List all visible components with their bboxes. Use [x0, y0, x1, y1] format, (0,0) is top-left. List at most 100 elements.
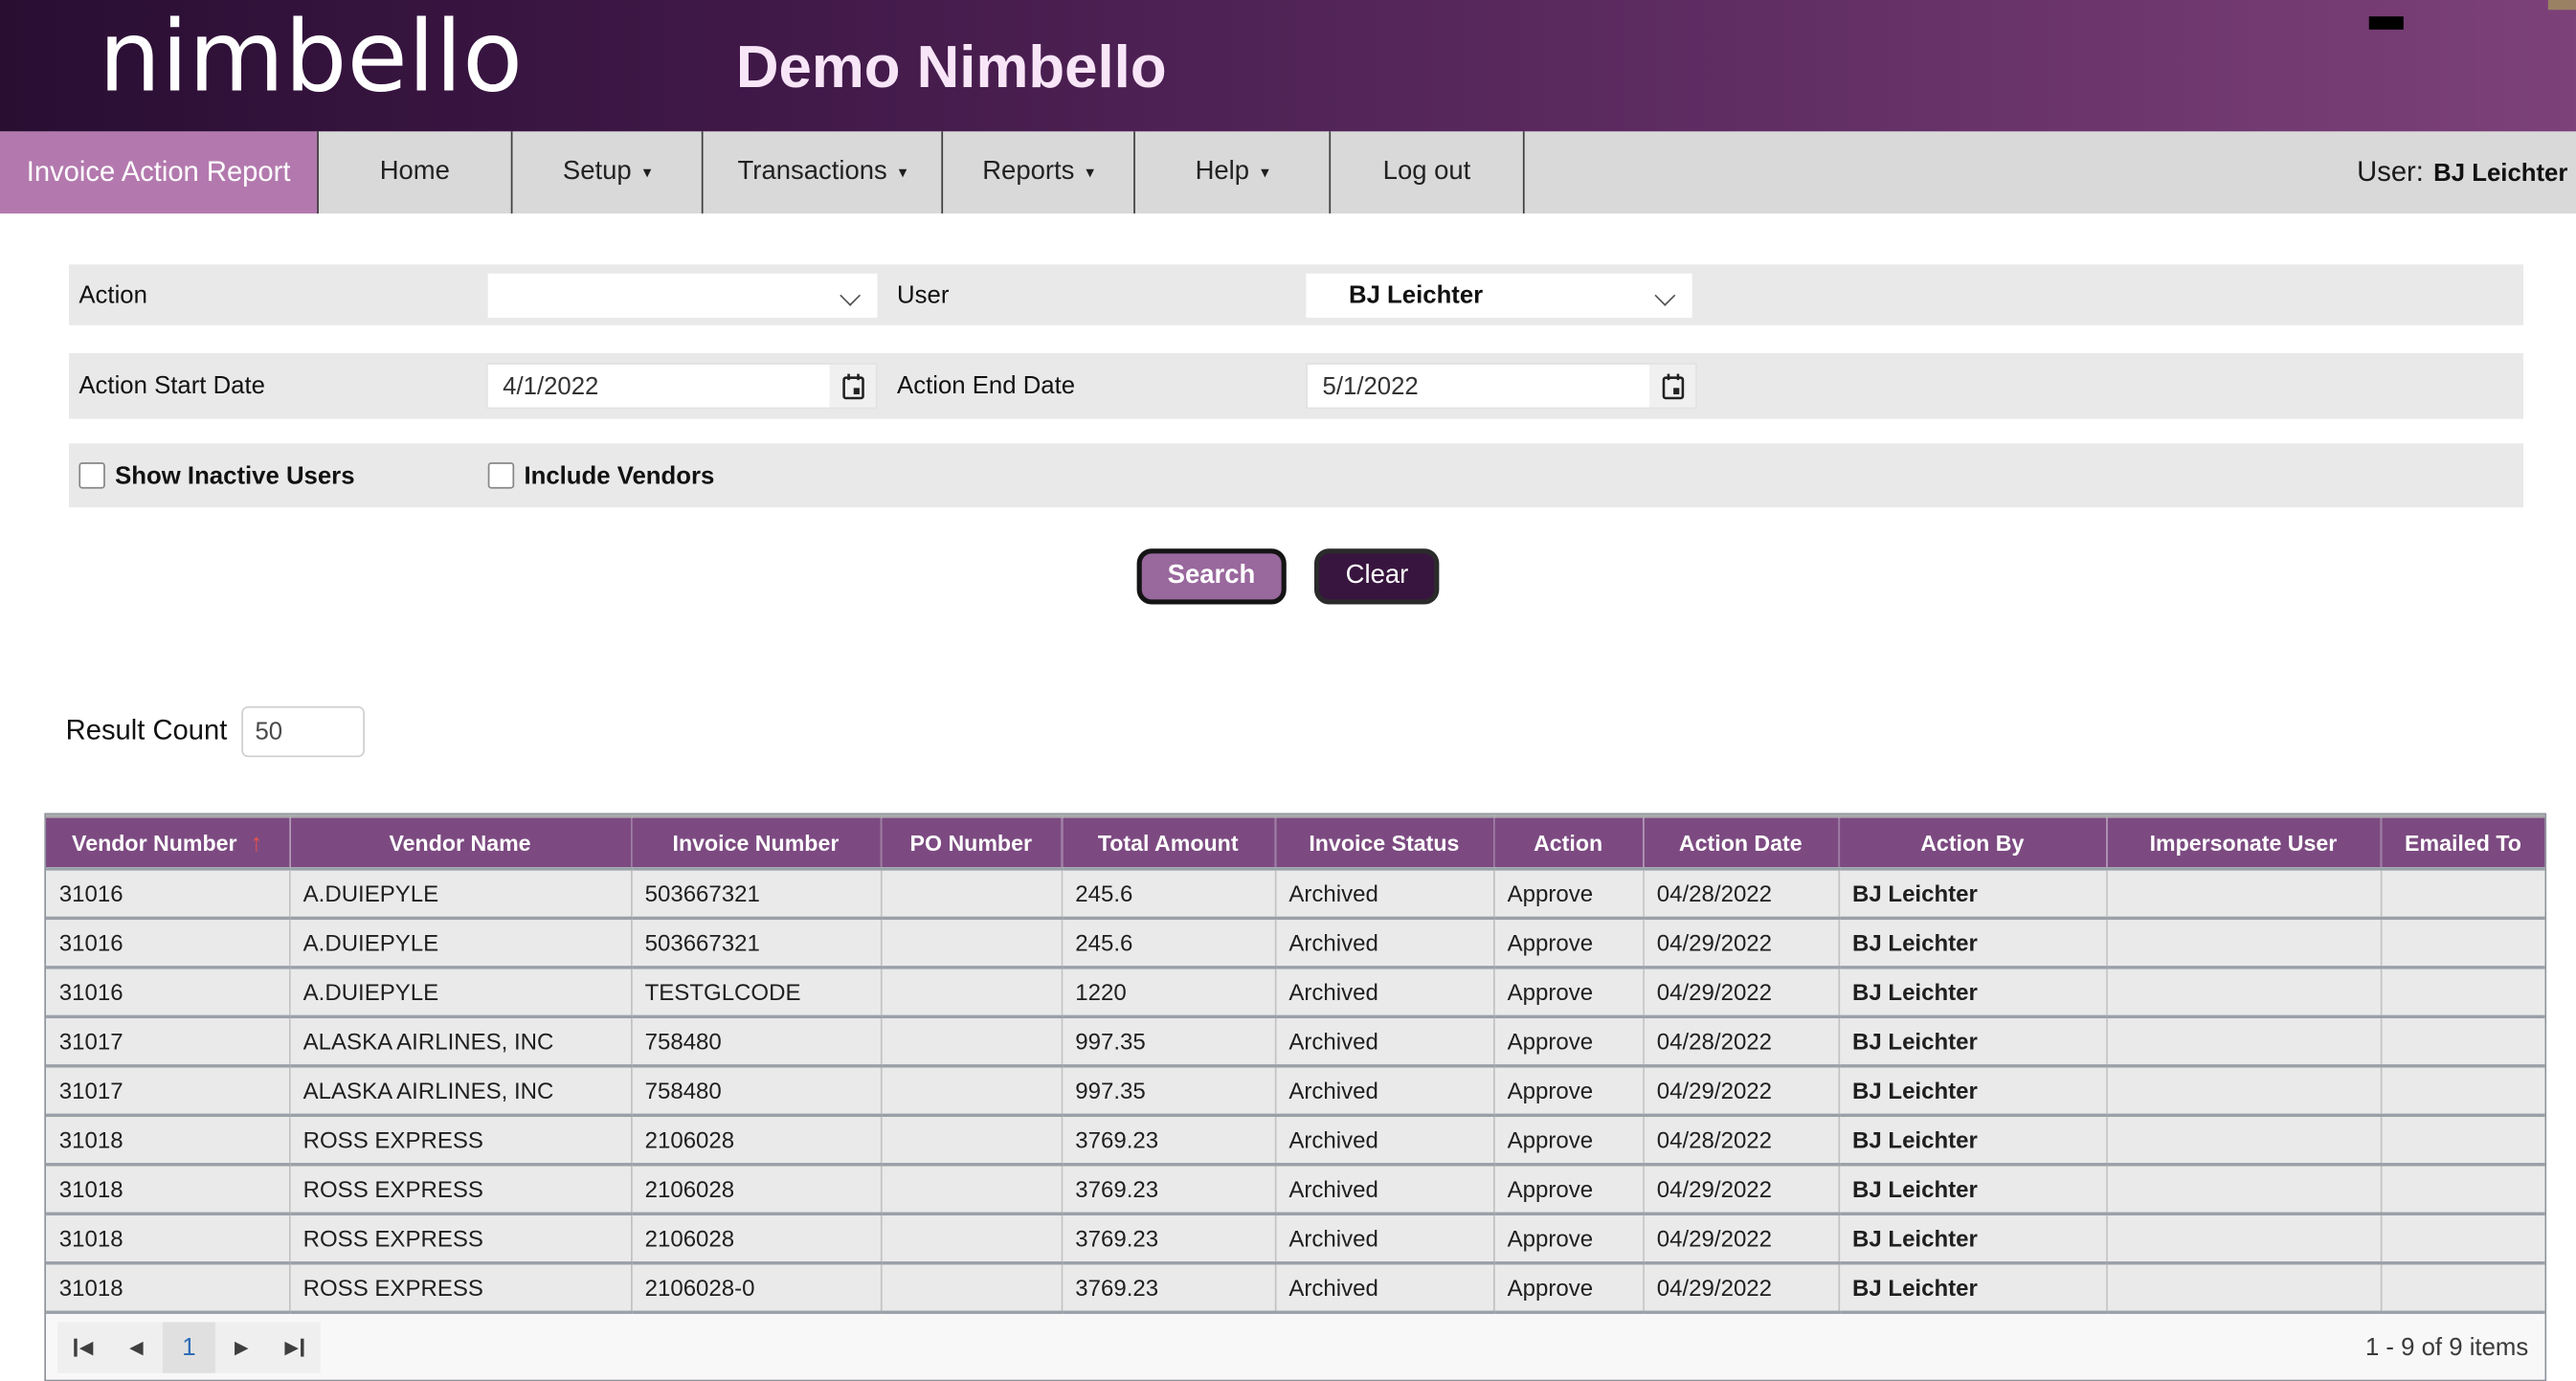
column-header-label: Vendor Number [72, 830, 237, 856]
cell-invoice-number: 2106028 [631, 1214, 882, 1265]
table-row: 31018 ROSS EXPRESS 2106028 3769.23 Archived A… [46, 1214, 2545, 1265]
cell-action-date: 04/28/2022 [1643, 1115, 1840, 1167]
cell-vendor-number: 31016 [46, 918, 290, 969]
column-header-action-by[interactable]: Action By [1838, 814, 2108, 871]
column-header-label: Total Amount [1097, 830, 1239, 856]
grid-header-row: Vendor Number ↑ Vendor Name Invoice Number P… [46, 814, 2545, 871]
tab-invoice-action-report[interactable]: Invoice Action Report [0, 131, 319, 214]
cell-action: Approve [1493, 1115, 1645, 1167]
calendar-icon[interactable] [1649, 364, 1696, 408]
tab-reports[interactable]: Reports ▾ [943, 131, 1135, 214]
table-row: 31018 ROSS EXPRESS 2106028 3769.23 Archived A… [46, 1164, 2545, 1215]
tab-home[interactable]: Home [319, 131, 513, 214]
previous-page-button[interactable]: ◀ [110, 1322, 163, 1372]
page-1-button[interactable]: 1 [162, 1321, 215, 1372]
column-header-emailed-to[interactable]: Emailed To [2380, 814, 2545, 871]
column-header-action-date[interactable]: Action Date [1643, 814, 1840, 871]
column-header-vendor-number[interactable]: Vendor Number ↑ [46, 814, 290, 871]
cell-action-date: 04/29/2022 [1643, 1065, 1840, 1118]
cell-invoice-status: Archived [1274, 1016, 1494, 1068]
cell-vendor-number: 31017 [46, 1016, 290, 1068]
column-header-label: Impersonate User [2149, 830, 2338, 856]
cell-invoice-number: 2106028-0 [631, 1262, 882, 1314]
cell-po-number [880, 1065, 1063, 1118]
column-header-vendor-name[interactable]: Vendor Name [289, 814, 632, 871]
column-header-impersonate-user[interactable]: Impersonate User [2106, 814, 2382, 871]
column-header-invoice-number[interactable]: Invoice Number [631, 814, 882, 871]
column-header-label: Action [1534, 830, 1603, 856]
sort-ascending-icon: ↑ [250, 828, 263, 857]
cell-vendor-number: 31016 [46, 868, 290, 921]
first-page-button[interactable]: ◀ [57, 1322, 110, 1372]
last-page-button[interactable]: ▶ [268, 1322, 321, 1372]
cell-action-by: BJ Leichter [1838, 1065, 2108, 1118]
tab-label: Setup [562, 157, 632, 186]
cell-total-amount: 3769.23 [1061, 1164, 1276, 1215]
cell-action: Approve [1493, 1065, 1645, 1118]
cell-impersonate-user [2106, 1065, 2382, 1118]
column-header-invoice-status[interactable]: Invoice Status [1274, 814, 1494, 871]
cell-vendor-name: ALASKA AIRLINES, INC [289, 1065, 632, 1118]
cell-action-date: 04/29/2022 [1643, 1262, 1840, 1314]
end-date-input[interactable] [1308, 364, 1650, 408]
cell-impersonate-user [2106, 1016, 2382, 1068]
calendar-icon[interactable] [829, 364, 876, 408]
column-header-label: Vendor Name [389, 830, 531, 856]
cell-action: Approve [1493, 1164, 1645, 1215]
cell-po-number [880, 868, 1063, 921]
show-inactive-users-checkbox[interactable] [78, 462, 105, 489]
cell-vendor-number: 31017 [46, 1065, 290, 1118]
filter-row-checkboxes: Show Inactive Users Include Vendors [69, 443, 2524, 508]
tab-setup[interactable]: Setup ▾ [512, 131, 704, 214]
cell-vendor-number: 31018 [46, 1164, 290, 1215]
column-header-label: Emailed To [2405, 830, 2521, 856]
clear-button[interactable]: Clear [1314, 548, 1440, 605]
chevron-down-icon: ▾ [1086, 163, 1095, 182]
cell-vendor-name: A.DUIEPYLE [289, 967, 632, 1019]
environment-title: Demo Nimbello [735, 33, 1167, 100]
cell-invoice-number: 758480 [631, 1065, 882, 1118]
column-header-label: PO Number [909, 830, 1032, 856]
tab-label: Invoice Action Report [26, 156, 291, 188]
tab-log-out[interactable]: Log out [1331, 131, 1525, 214]
action-dropdown[interactable] [487, 272, 878, 318]
next-page-button[interactable]: ▶ [215, 1322, 268, 1372]
cell-po-number [880, 918, 1063, 969]
tab-help[interactable]: Help ▾ [1135, 131, 1332, 214]
cell-invoice-status: Archived [1274, 1065, 1494, 1118]
start-date-input[interactable] [487, 364, 830, 408]
column-header-label: Invoice Status [1309, 830, 1460, 856]
column-header-label: Action Date [1678, 830, 1803, 856]
result-count-input[interactable] [241, 705, 366, 757]
cell-total-amount: 3769.23 [1061, 1115, 1276, 1167]
cell-total-amount: 1220 [1061, 967, 1276, 1019]
cell-action-date: 04/29/2022 [1643, 1214, 1840, 1265]
cell-impersonate-user [2106, 1262, 2382, 1314]
column-header-total-amount[interactable]: Total Amount [1061, 814, 1276, 871]
result-count-row: Result Count [65, 705, 2576, 757]
cell-invoice-number: 503667321 [631, 918, 882, 969]
end-date-label: Action End Date [897, 371, 1076, 400]
current-user: User: BJ Leichter [2357, 131, 2576, 213]
table-row: 31016 A.DUIEPYLE 503667321 245.6 Archived App… [46, 868, 2545, 921]
user-dropdown[interactable]: BJ Leichter [1306, 272, 1692, 318]
column-header-po-number[interactable]: PO Number [880, 814, 1063, 871]
cell-total-amount: 245.6 [1061, 918, 1276, 969]
chevron-down-icon [1654, 284, 1676, 305]
cell-impersonate-user [2106, 967, 2382, 1019]
end-date-control [1306, 363, 1697, 410]
column-header-action[interactable]: Action [1493, 814, 1645, 871]
start-date-control [485, 363, 878, 410]
include-vendors-checkbox[interactable] [487, 462, 515, 489]
cell-invoice-status: Archived [1274, 1115, 1494, 1167]
tab-transactions[interactable]: Transactions ▾ [704, 131, 944, 214]
cell-po-number [880, 967, 1063, 1019]
column-header-label: Invoice Number [672, 830, 840, 856]
previous-page-icon: ◀ [129, 1337, 144, 1358]
table-row: 31017 ALASKA AIRLINES, INC 758480 997.35 Arc… [46, 1065, 2545, 1118]
result-count-label: Result Count [65, 714, 228, 746]
chevron-down-icon: ▾ [642, 163, 652, 182]
chevron-down-icon: ▾ [1261, 163, 1269, 182]
cell-vendor-name: ROSS EXPRESS [289, 1214, 632, 1265]
search-button[interactable]: Search [1136, 548, 1287, 605]
